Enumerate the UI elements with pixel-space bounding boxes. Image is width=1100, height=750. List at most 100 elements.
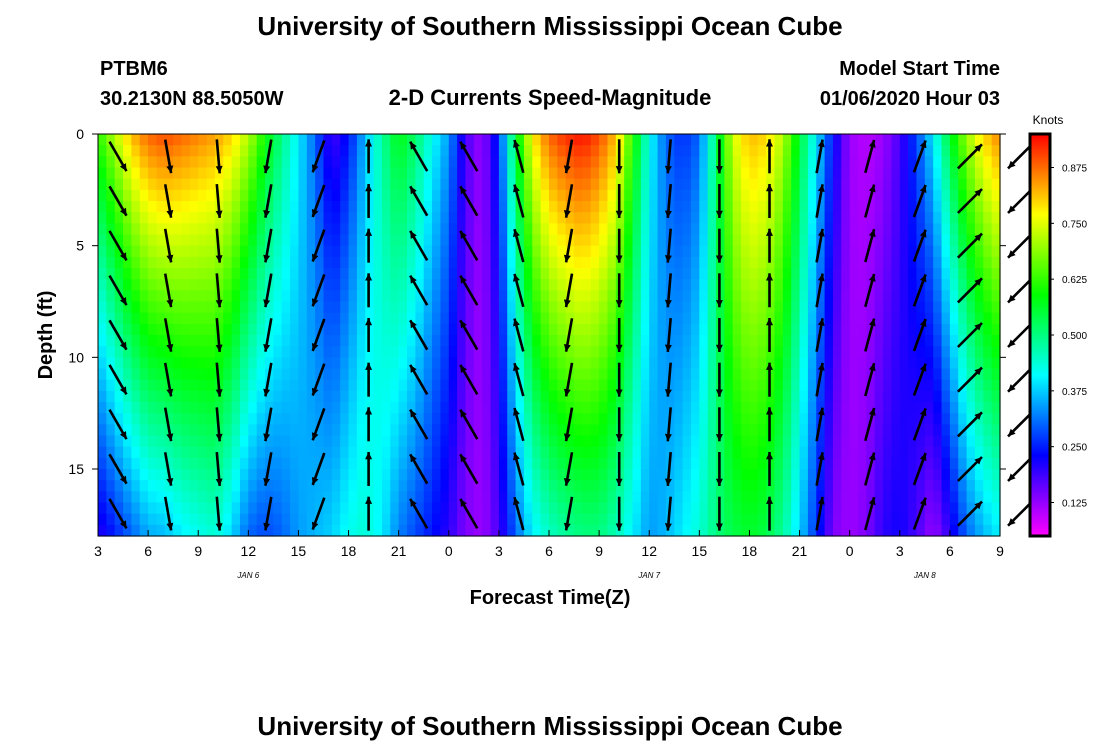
heatmap-cell: [206, 201, 216, 213]
heatmap-cell: [782, 390, 792, 403]
heatmap-cell: [908, 189, 918, 202]
heatmap-cell: [841, 424, 851, 437]
heatmap-cell: [381, 189, 391, 202]
heatmap-cell: [615, 390, 625, 403]
heatmap-cell: [507, 379, 517, 392]
heatmap-cell: [348, 201, 358, 213]
heatmap-cell: [724, 424, 734, 437]
heatmap-cell: [390, 290, 400, 303]
heatmap-cell: [423, 323, 433, 336]
heatmap-cell: [908, 279, 918, 291]
current-vector: [563, 273, 574, 308]
heatmap-cell: [974, 491, 984, 504]
heatmap-cell: [198, 513, 208, 526]
heatmap-cell: [106, 457, 116, 470]
heatmap-cell: [624, 279, 634, 291]
current-vectors: [108, 139, 1034, 531]
heatmap-cell: [298, 379, 308, 392]
heatmap-cell: [699, 145, 709, 157]
heatmap-cell: [423, 312, 433, 325]
heatmap-cell: [849, 156, 859, 169]
heatmap-cell: [156, 167, 166, 180]
heatmap-cell: [457, 502, 467, 515]
current-vector: [263, 184, 273, 218]
heatmap-cell: [415, 279, 425, 291]
heatmap-cell: [574, 413, 584, 425]
heatmap-cell: [239, 524, 249, 537]
heatmap-cell: [131, 524, 141, 537]
heatmap-cell: [281, 234, 291, 247]
heatmap-cell: [716, 346, 725, 358]
heatmap-cell: [832, 457, 842, 470]
current-vector: [163, 362, 174, 397]
heatmap-cell: [507, 424, 517, 437]
heatmap-cell: [290, 223, 300, 236]
heatmap-cell: [891, 145, 901, 157]
heatmap-cell: [148, 212, 158, 224]
heatmap-cell: [114, 335, 124, 347]
heatmap-cell: [348, 245, 358, 258]
heatmap-cell: [248, 301, 258, 314]
heatmap-cell: [306, 189, 316, 202]
heatmap-cell: [690, 435, 700, 448]
heatmap-cell: [123, 201, 133, 213]
heatmap-cell: [131, 513, 141, 526]
heatmap-cell: [858, 457, 867, 470]
heatmap-cell: [198, 469, 208, 481]
heatmap-cell: [816, 268, 826, 280]
heatmap-cell: [858, 424, 867, 437]
heatmap-cell: [974, 312, 984, 325]
heatmap-cell: [599, 346, 609, 358]
heatmap-cell: [390, 279, 400, 291]
heatmap-cell: [991, 357, 1001, 370]
heatmap-cell: [941, 290, 951, 303]
heatmap-cell: [958, 234, 968, 247]
heatmap-cell: [899, 390, 909, 403]
heatmap-cell: [465, 223, 475, 236]
heatmap-cell: [590, 234, 600, 247]
heatmap-cell: [649, 223, 659, 236]
heatmap-cell: [724, 390, 734, 403]
heatmap-cell: [398, 446, 408, 459]
heatmap-cell: [440, 357, 450, 370]
heatmap-cell: [323, 446, 333, 459]
heatmap-cell: [156, 189, 166, 202]
heatmap-cell: [256, 368, 266, 381]
heatmap-cell: [331, 279, 341, 291]
heatmap-cell: [774, 480, 784, 492]
heatmap-cell: [498, 245, 508, 258]
heatmap-cell: [774, 178, 784, 191]
heatmap-cell: [482, 513, 492, 526]
heatmap-cell: [983, 368, 993, 381]
heatmap-cell: [841, 156, 851, 169]
heatmap-cell: [457, 167, 467, 180]
x-tick-label: 3: [94, 543, 102, 559]
heatmap-cell: [231, 379, 241, 392]
heatmap-cell: [223, 491, 233, 504]
heatmap-cell: [816, 446, 826, 459]
heatmap-cell: [290, 201, 300, 213]
heatmap-cell: [824, 424, 834, 437]
heatmap-cell: [448, 323, 458, 336]
heatmap-cell: [356, 379, 366, 392]
heatmap-cell: [348, 178, 358, 191]
heatmap-cell: [657, 335, 667, 347]
heatmap-cell: [874, 167, 884, 180]
heatmap-cell: [933, 178, 943, 191]
heatmap-cell: [874, 223, 884, 236]
heatmap-cell: [640, 234, 650, 247]
heatmap-cell: [883, 223, 893, 236]
heatmap-cell: [899, 223, 909, 236]
heatmap-cell: [941, 357, 951, 370]
heatmap-cell: [749, 513, 759, 526]
heatmap-cell: [173, 256, 183, 269]
heatmap-cell: [507, 457, 517, 470]
heatmap-cell: [607, 346, 617, 358]
heatmap-cell: [306, 424, 316, 437]
heatmap-cell: [398, 502, 408, 515]
heatmap-cell: [941, 234, 951, 247]
heatmap-cell: [983, 290, 993, 303]
heatmap-cell: [690, 446, 700, 459]
heatmap-cell: [599, 245, 609, 258]
